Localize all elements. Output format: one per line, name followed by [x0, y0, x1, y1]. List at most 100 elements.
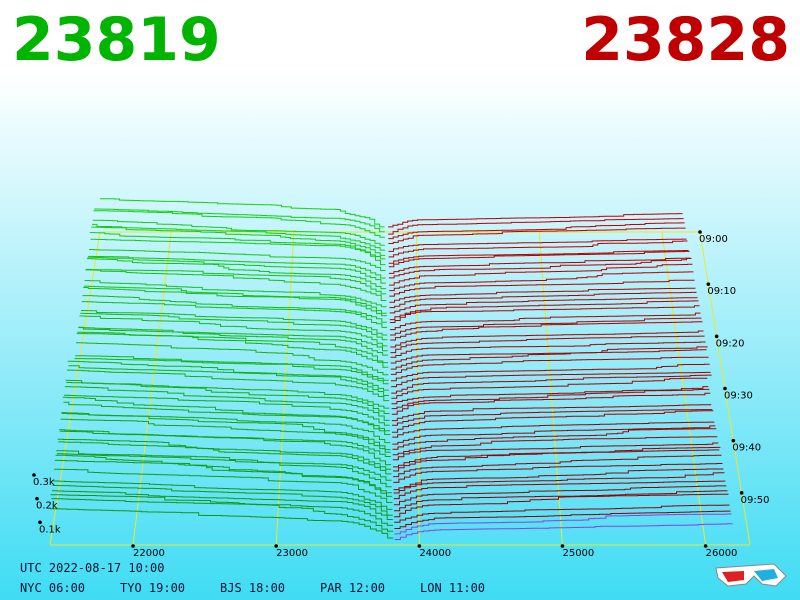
bid-curve: [90, 238, 386, 260]
ask-curve: [388, 222, 685, 240]
ask-curve: [392, 442, 719, 461]
ask-curve: [390, 356, 709, 375]
bid-curve: [93, 210, 385, 238]
zone-clock: LON 11:00: [420, 581, 485, 595]
bid-curve: [86, 258, 387, 290]
bid-curve: [92, 223, 386, 251]
zone-clock: TYO 19:00: [120, 581, 185, 595]
ask-curve: [393, 468, 724, 491]
ask-curve: [391, 363, 710, 382]
x-tick: [703, 544, 708, 548]
bid-curve: [87, 256, 386, 284]
ask-curve: [388, 240, 688, 258]
bid-curve: [54, 468, 393, 503]
ask-curve: [393, 454, 722, 478]
ask-curve: [394, 490, 728, 512]
depth-tick: [35, 496, 39, 501]
bid-curve: [92, 219, 385, 246]
bid-curve: [57, 438, 392, 475]
time-tick-label: 09:20: [716, 338, 745, 349]
ask-curve: [393, 485, 727, 506]
ask-curve: [388, 250, 690, 268]
bid-curve: [78, 326, 388, 356]
bid-curve: [81, 310, 388, 336]
grid-edge: [49, 231, 101, 546]
bid-curve: [86, 268, 387, 295]
bid-curve: [75, 342, 389, 376]
x-tick: [560, 544, 565, 548]
depth-tick-label: 0.3k: [33, 477, 55, 488]
bid-curve: [88, 255, 386, 279]
ask-curve: [389, 300, 699, 321]
bid-curve: [83, 285, 387, 314]
bid-curve: [63, 401, 390, 432]
ask-curve: [389, 279, 695, 297]
time-tick-label: 09:30: [724, 391, 753, 402]
ask-curve: [392, 436, 718, 456]
3d-glasses-icon: [715, 563, 787, 587]
x-tick-label: 24000: [419, 548, 451, 559]
ask-curve: [389, 258, 692, 279]
ask-curve: [391, 371, 711, 388]
bid-curve: [59, 429, 391, 466]
ask-curve: [388, 218, 684, 235]
x-tick: [274, 544, 278, 548]
ask-curve: [389, 291, 697, 309]
ask-curve: [394, 513, 732, 535]
bid-curve: [75, 355, 389, 381]
ask-curve: [390, 335, 705, 354]
bid-curve: [91, 226, 386, 256]
bid-curve: [56, 453, 392, 481]
ask-curve: [393, 446, 721, 472]
ask-curve: [390, 312, 701, 331]
ask-curve: [391, 388, 710, 410]
bid-curve: [84, 280, 387, 308]
ask-curve: [391, 386, 709, 405]
grid-line: [132, 231, 172, 546]
bid-curve: [76, 333, 389, 368]
zone-clock: NYC 06:00: [20, 581, 85, 595]
ask-curve: [388, 227, 686, 244]
ask-curve: [389, 305, 700, 323]
grid-line: [538, 231, 563, 546]
ask-curve: [391, 404, 712, 422]
bid-curve: [67, 369, 390, 402]
ask-curve: [393, 463, 723, 483]
ask-curve: [392, 410, 714, 433]
bid-curve: [64, 394, 390, 426]
time-tick: [731, 438, 736, 443]
ask-curve: [389, 263, 693, 286]
bid-curve: [61, 412, 391, 451]
bid-curve: [56, 450, 392, 488]
bid-curve: [52, 485, 393, 516]
bid-curve: [68, 365, 389, 391]
bid-curve: [53, 480, 393, 510]
time-tick-label: 09:50: [741, 495, 770, 506]
time-tick: [714, 334, 719, 339]
depth-tick-label: 0.2k: [36, 501, 58, 512]
x-tick: [131, 544, 135, 548]
ask-curve: [388, 250, 689, 264]
ask-curve: [389, 297, 698, 314]
ask-curve: [389, 271, 694, 292]
time-tick: [739, 491, 744, 495]
depth-tick-label: 0.1k: [39, 524, 61, 535]
ask-curve: [390, 317, 702, 336]
bid-curve: [49, 508, 394, 539]
bid-curve: [82, 295, 387, 323]
ask-curve: [393, 472, 725, 494]
time-tick: [698, 230, 702, 234]
bid-curve: [89, 232, 386, 266]
bid-curve: [79, 315, 388, 347]
bid-curve: [83, 287, 387, 317]
ask-curve: [388, 213, 683, 228]
x-tick-label: 25000: [562, 548, 594, 559]
time-tick-label: 09:40: [732, 443, 761, 454]
depth-tick: [32, 473, 36, 477]
bid-curve: [89, 249, 386, 271]
ask-curve: [390, 341, 706, 358]
bid-curve: [74, 358, 389, 385]
ask-curve: [394, 523, 733, 540]
zone-clock: PAR 12:00: [320, 581, 385, 595]
